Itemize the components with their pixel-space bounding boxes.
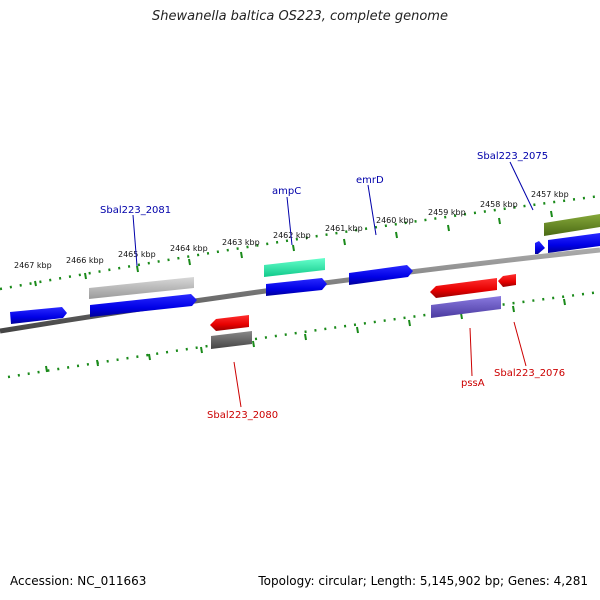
ruler-tick	[408, 319, 411, 327]
ruler-tick-label: 2457 kbp	[531, 190, 569, 199]
gene-arrow	[430, 278, 497, 298]
ruler-tick	[447, 224, 450, 232]
ruler-tick	[34, 280, 37, 287]
accession-label: Accession: NC_011663	[10, 574, 147, 588]
gene-arrow	[548, 233, 600, 253]
gene-label-ampc: ampC	[272, 186, 301, 197]
ruler-tick-label: 2458 kbp	[480, 200, 518, 209]
gene-label-sbal223-2081: Sbal223_2081	[100, 205, 171, 216]
ruler-tick	[240, 251, 243, 259]
ruler-tick	[498, 217, 501, 225]
ruler-tick	[200, 346, 203, 354]
gene-arrow	[431, 296, 501, 318]
ruler-tick-label: 2464 kbp	[170, 244, 208, 253]
genome-summary-label: Topology: circular; Length: 5,145,902 bp…	[258, 574, 588, 588]
gene-arrow	[544, 214, 600, 236]
ruler-tick	[84, 272, 87, 280]
gene-label-connector	[286, 196, 293, 246]
ruler-tick	[45, 365, 48, 373]
gene-arrow	[10, 307, 67, 324]
gene-label-sbal223-2076: Sbal223_2076	[494, 368, 565, 379]
ruler-tick	[356, 326, 359, 334]
gene-arrow	[266, 278, 327, 296]
gene-arrow	[210, 315, 249, 331]
gene-label-connector	[509, 161, 534, 211]
gene-arrow	[90, 294, 197, 317]
gene-label-sbal223-2075: Sbal223_2075	[477, 151, 548, 162]
ruler-tick	[136, 265, 139, 273]
gene-label-pssa: pssA	[461, 378, 485, 389]
gene-label-connector	[469, 327, 473, 377]
ruler-tick-label: 2462 kbp	[273, 231, 311, 240]
ruler-tick	[550, 210, 553, 218]
gene-arrow	[89, 277, 194, 299]
gene-label-sbal223-2080: Sbal223_2080	[207, 410, 278, 421]
gene-label-emrd: emrD	[356, 175, 384, 186]
ruler-tick-label: 2459 kbp	[428, 208, 466, 217]
gene-arrow	[211, 331, 252, 349]
ruler-tick	[563, 298, 566, 306]
ruler-tick	[512, 305, 515, 313]
forward-strand-genes	[10, 214, 600, 324]
gene-arrow	[349, 265, 413, 285]
ruler-tick	[188, 258, 191, 266]
reverse-strand-genes	[210, 274, 516, 349]
ruler-tick	[252, 340, 255, 348]
ruler-tick-label: 2465 kbp	[118, 250, 156, 259]
ruler-tick-label: 2463 kbp	[222, 238, 260, 247]
gene-label-connector	[132, 214, 138, 267]
ruler-tick-label: 2461 kbp	[325, 224, 363, 233]
gene-label-connector	[233, 361, 242, 408]
ruler-tick	[148, 353, 151, 361]
ruler-tick	[292, 244, 295, 252]
ruler-major-ticks-outer	[34, 210, 553, 287]
ruler-tick	[395, 231, 398, 239]
ruler-tick-label: 2460 kbp	[376, 216, 414, 225]
gene-arrow	[535, 241, 545, 254]
gene-label-connector	[367, 184, 377, 236]
ruler-tick	[96, 359, 99, 367]
gene-label-connector	[513, 321, 527, 367]
gene-arrow	[498, 274, 516, 287]
gene-arrow	[264, 258, 325, 277]
ruler-tick-label: 2467 kbp	[14, 261, 52, 270]
ruler-tick-label: 2466 kbp	[66, 256, 104, 265]
ruler-tick	[343, 238, 346, 246]
page-title: Shewanella baltica OS223, complete genom…	[152, 9, 448, 24]
ruler-tick	[304, 333, 307, 341]
